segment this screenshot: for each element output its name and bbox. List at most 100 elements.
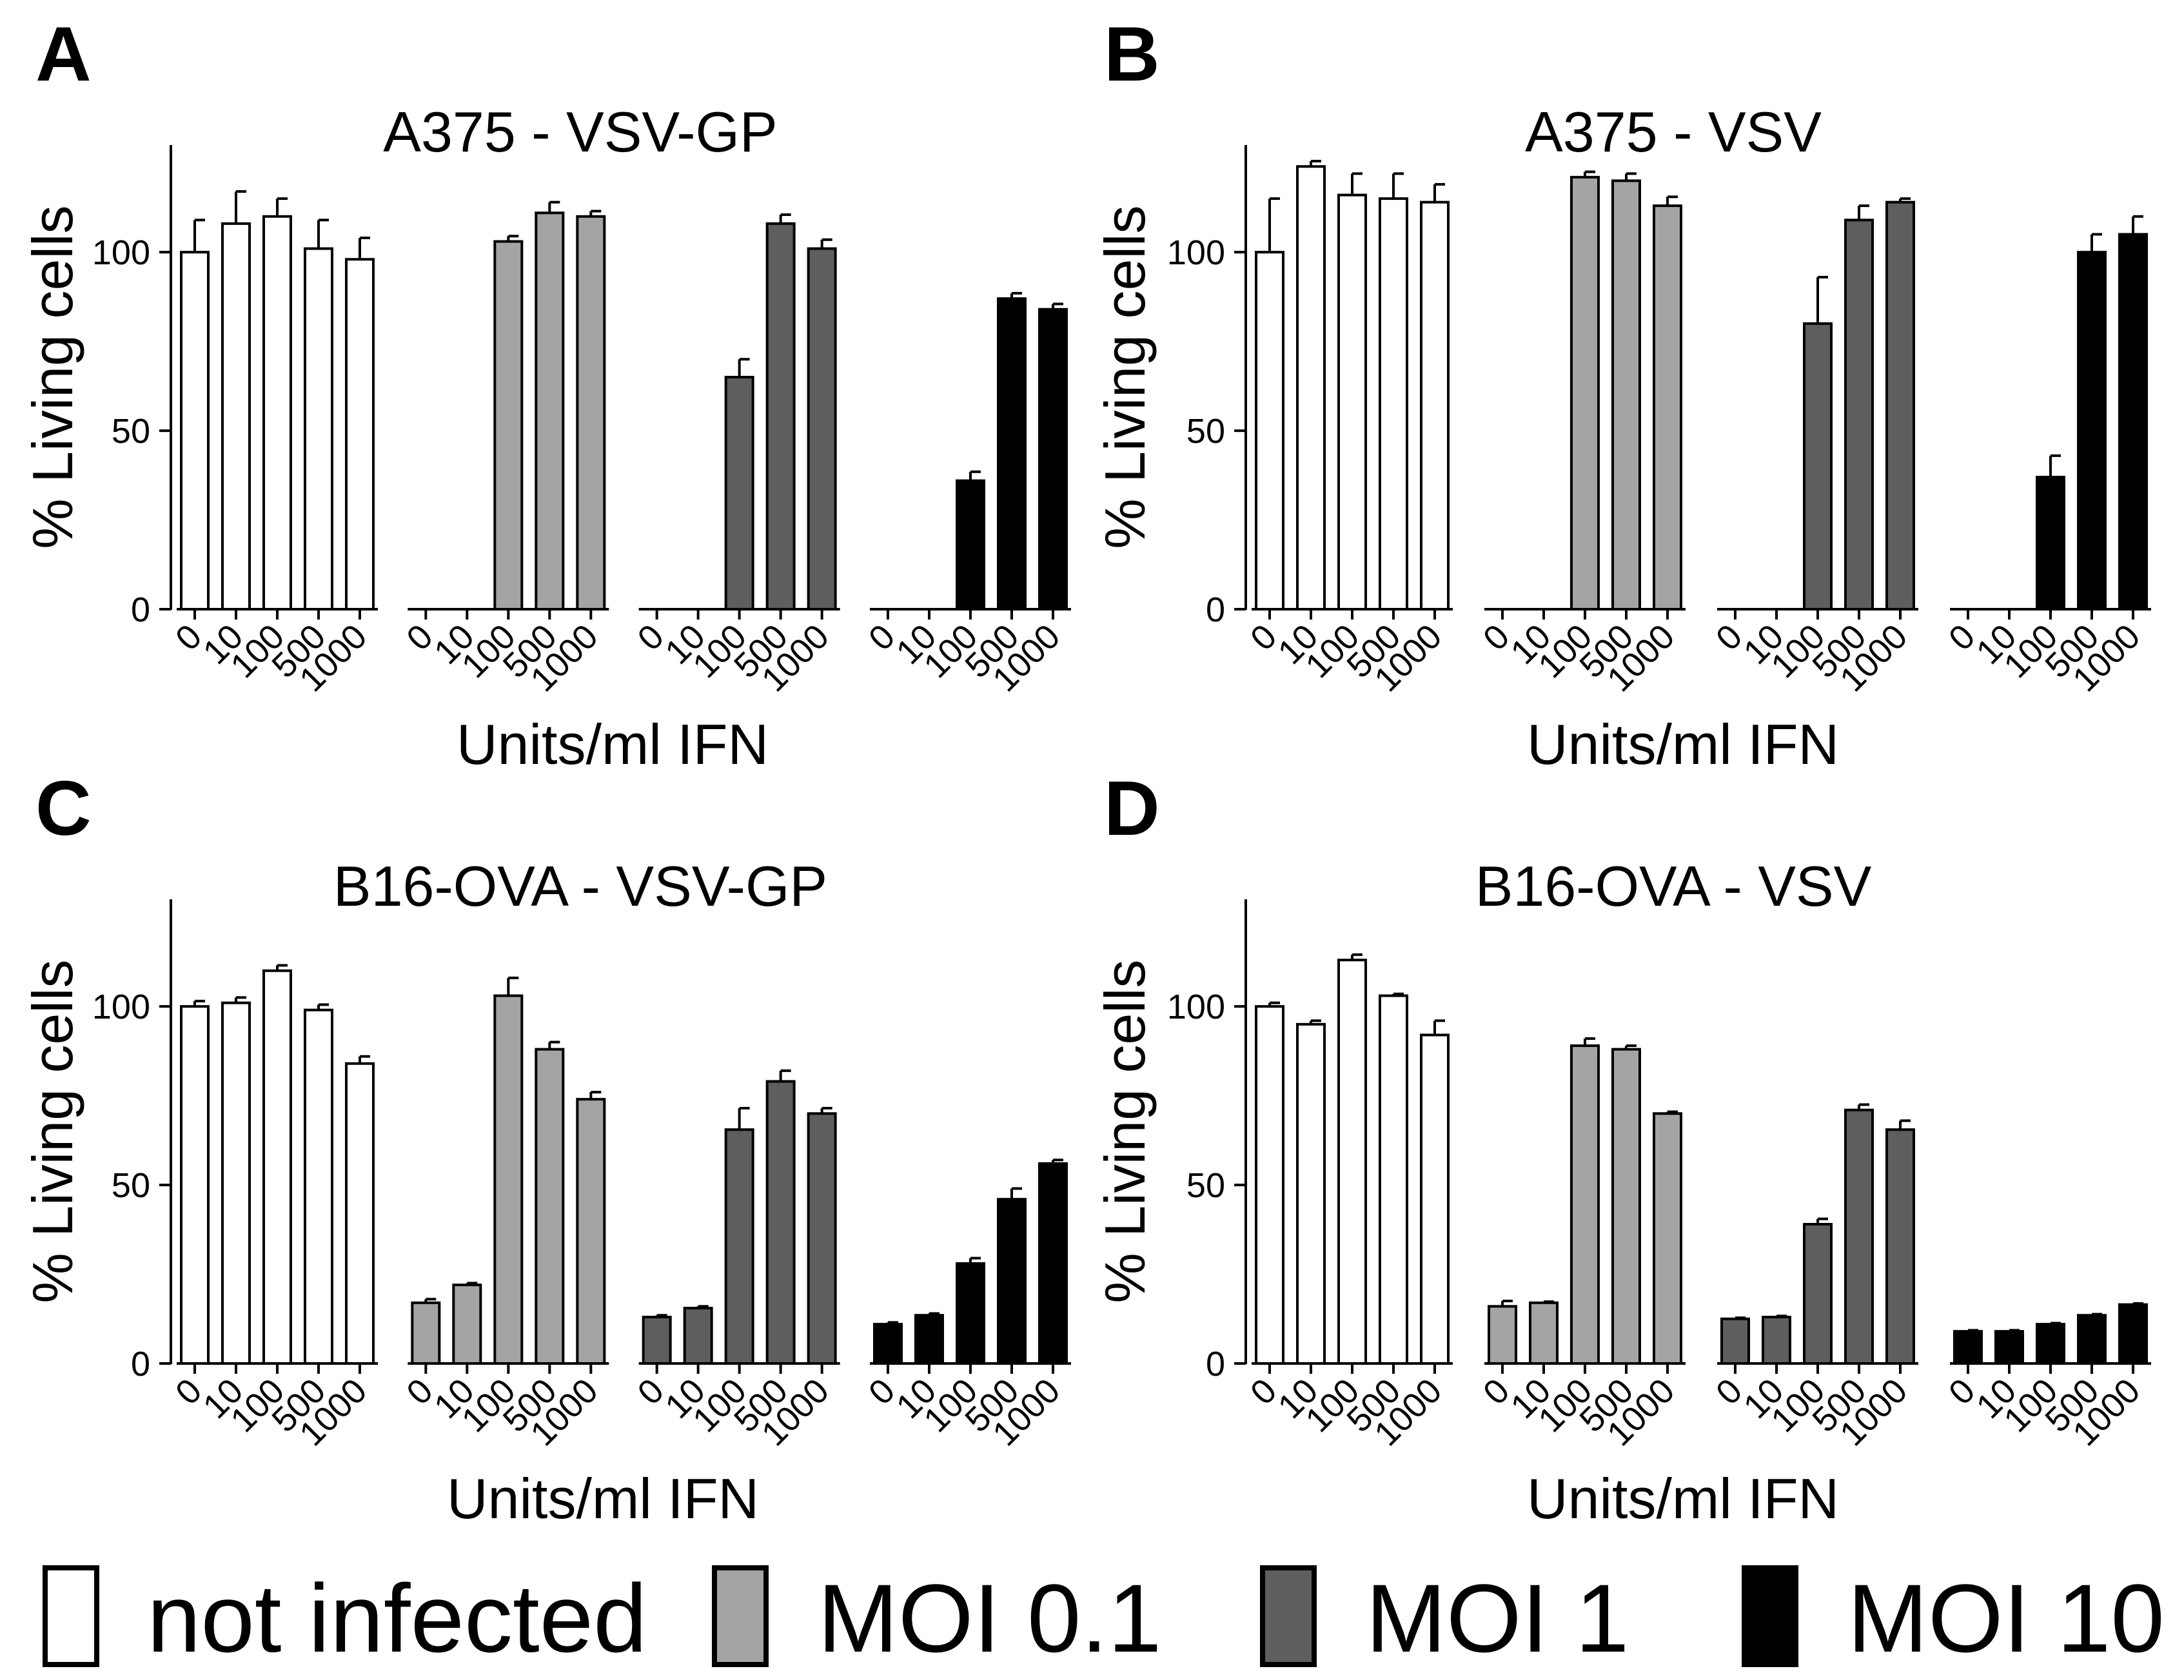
y-axis-label: % Living cells	[21, 205, 84, 549]
bar-not-infected-0	[1255, 1005, 1284, 1365]
y-tick-label: 50	[112, 412, 150, 451]
y-tick-label: 100	[1167, 988, 1225, 1026]
bar-moi-0-1-500	[1611, 1048, 1641, 1365]
panel-letter: D	[1104, 765, 1160, 852]
x-axis-label: Units/ml IFN	[1527, 712, 1839, 776]
bar-moi-1-100	[1803, 1223, 1833, 1365]
legend-swatch-moi-10	[1742, 1565, 1798, 1667]
bar-moi-10-100	[956, 479, 985, 610]
bar-not-infected-500	[1379, 197, 1408, 611]
legend-label-moi-10: MOI 10	[1847, 1564, 2165, 1672]
bar-not-infected-0	[180, 251, 210, 610]
bar-moi-0-1-0	[411, 1301, 441, 1365]
bar-not-infected-500	[304, 1008, 333, 1365]
bar-not-infected-0	[180, 1005, 210, 1365]
bar-moi-1-100	[724, 1128, 754, 1365]
bar-not-infected-1000	[345, 1062, 375, 1365]
bar-moi-1-500	[765, 222, 796, 611]
y-tick-label: 100	[1167, 233, 1225, 272]
bar-moi-10-10	[1994, 1330, 2024, 1365]
bar-moi-0-1-1000	[576, 215, 606, 610]
bar-moi-1-0	[1720, 1317, 1750, 1365]
bar-moi-1-1000	[807, 247, 837, 611]
y-tick-label: 50	[1186, 1166, 1225, 1205]
legend: not infected MOI 0.1 MOI 1 MOI 10	[43, 1564, 2165, 1672]
bar-not-infected-10	[1296, 165, 1326, 610]
bar-not-infected-1000	[1420, 200, 1450, 611]
x-axis-label: Units/ml IFN	[1527, 1467, 1839, 1530]
legend-swatch-moi-1	[1260, 1565, 1317, 1667]
bar-moi-0-1-100	[1570, 175, 1600, 611]
bar-not-infected-1000	[1420, 1033, 1450, 1365]
bar-moi-10-0	[873, 1323, 903, 1365]
bar-not-infected-10	[1296, 1022, 1326, 1365]
bar-moi-10-100	[2036, 1323, 2065, 1365]
legend-label-moi-1: MOI 1	[1366, 1564, 1629, 1672]
bar-not-infected-10	[221, 222, 251, 611]
bar-moi-1-0	[642, 1316, 672, 1365]
bar-not-infected-100	[1337, 959, 1367, 1365]
bar-moi-1-500	[765, 1080, 796, 1365]
bar-not-infected-10	[221, 1001, 251, 1365]
y-tick-label: 0	[1206, 591, 1225, 629]
bar-moi-1-500	[1844, 219, 1874, 610]
legend-swatch-moi-0-1	[712, 1565, 769, 1667]
bar-moi-1-100	[1803, 322, 1833, 610]
bar-not-infected-500	[304, 247, 333, 611]
bar-not-infected-100	[1337, 193, 1367, 610]
bar-moi-1-100	[724, 376, 754, 610]
bar-moi-10-500	[2077, 1314, 2107, 1365]
y-tick-label: 50	[1186, 412, 1225, 451]
bar-moi-1-10	[1762, 1316, 1791, 1365]
bar-not-infected-100	[262, 215, 292, 610]
x-axis-label: Units/ml IFN	[447, 1467, 759, 1530]
legend-swatch-not-infected	[43, 1565, 99, 1667]
bar-moi-1-500	[1844, 1108, 1874, 1365]
y-tick-label: 0	[131, 1345, 150, 1383]
bar-moi-1-1000	[1885, 1128, 1915, 1365]
bar-moi-10-1000	[1038, 308, 1068, 610]
panel-title: B16-OVA - VSV-GP	[333, 854, 827, 918]
bar-moi-0-1-100	[1570, 1044, 1600, 1365]
bar-moi-10-500	[997, 1198, 1027, 1365]
y-tick-label: 100	[92, 233, 150, 272]
bar-not-infected-100	[262, 969, 292, 1365]
bar-moi-1-1000	[1885, 200, 1915, 611]
bar-moi-0-1-0	[1488, 1305, 1517, 1365]
y-tick-label: 50	[112, 1166, 150, 1205]
bar-moi-0-1-10	[452, 1284, 482, 1365]
y-axis-label: % Living cells	[1093, 205, 1157, 549]
bar-moi-0-1-1000	[576, 1098, 606, 1365]
y-tick-label: 100	[92, 988, 150, 1026]
panel-title: B16-OVA - VSV	[1475, 854, 1872, 918]
panel-title: A375 - VSV	[1525, 100, 1822, 164]
y-axis-label: % Living cells	[21, 959, 84, 1303]
legend-label-not-infected: not infected	[147, 1564, 647, 1672]
y-tick-label: 0	[1206, 1345, 1225, 1383]
bar-moi-10-1000	[2118, 1303, 2148, 1365]
bar-moi-0-1-500	[1611, 179, 1641, 610]
bar-moi-10-500	[2077, 251, 2107, 610]
bar-moi-1-1000	[807, 1112, 837, 1365]
bar-moi-0-1-500	[535, 211, 565, 610]
panel-letter: B	[1104, 11, 1160, 97]
bar-moi-10-500	[997, 297, 1027, 610]
bar-moi-0-1-100	[493, 240, 524, 610]
bar-moi-0-1-1000	[1653, 204, 1682, 610]
bar-moi-1-10	[683, 1307, 713, 1365]
legend-label-moi-0-1: MOI 0.1	[818, 1564, 1162, 1672]
bar-moi-10-0	[1953, 1330, 1983, 1365]
bar-moi-10-10	[914, 1314, 944, 1365]
bar-moi-0-1-100	[493, 994, 524, 1365]
x-axis-label: Units/ml IFN	[457, 712, 769, 776]
y-tick-label: 0	[131, 591, 150, 629]
bar-moi-10-100	[956, 1262, 985, 1365]
bar-not-infected-1000	[345, 258, 375, 610]
bar-moi-0-1-10	[1529, 1301, 1559, 1365]
bar-moi-10-1000	[2118, 233, 2148, 610]
